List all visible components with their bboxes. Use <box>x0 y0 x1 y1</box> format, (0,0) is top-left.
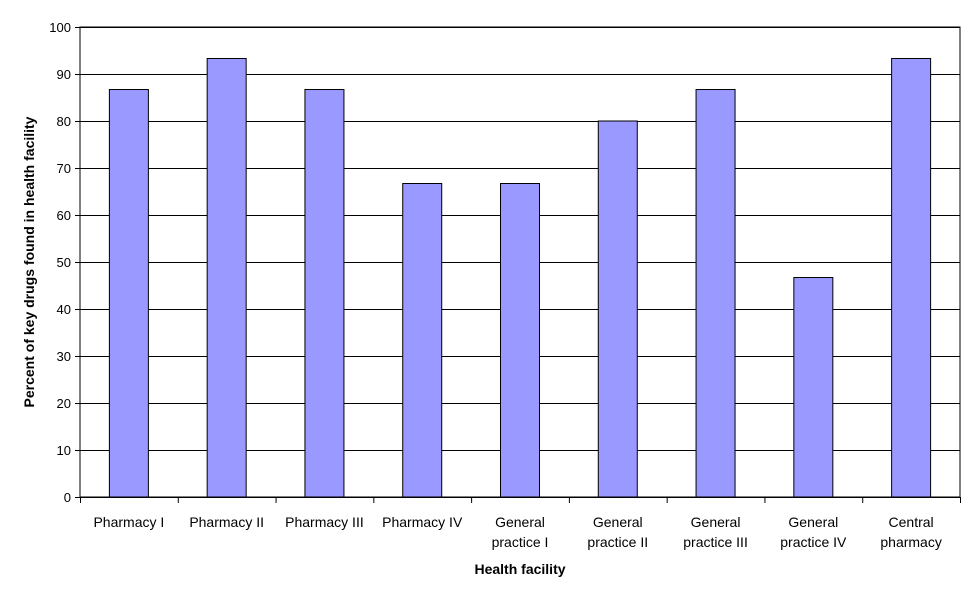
y-tick-label: 100 <box>49 20 71 35</box>
x-category-label: General practice IV <box>780 514 847 550</box>
y-tick-label: 30 <box>57 349 71 364</box>
x-category-label: Central pharmacy <box>880 514 941 550</box>
bar <box>402 183 443 498</box>
y-tick-label: 50 <box>57 255 71 270</box>
bar <box>597 120 638 498</box>
y-tick-label: 20 <box>57 396 71 411</box>
bar <box>500 183 540 498</box>
bar <box>891 57 932 498</box>
x-axis-title: Health facility <box>474 561 565 577</box>
x-category-labels: Pharmacy I Pharmacy II Pharmacy III Pharmac… <box>93 514 941 550</box>
bar <box>304 89 345 498</box>
y-tick-label: 0 <box>64 490 71 505</box>
y-axis-title: Percent of key drugs found in health fac… <box>21 116 37 407</box>
x-category-label: Pharmacy IV <box>382 514 463 530</box>
bar <box>206 57 247 498</box>
bar <box>695 89 736 498</box>
y-tick-label: 10 <box>57 443 71 458</box>
y-tick-label: 90 <box>57 67 71 82</box>
y-tick-label: 40 <box>57 302 71 317</box>
y-tick-label: 60 <box>57 208 71 223</box>
y-tick-labels: 0 10 20 30 40 50 60 70 80 90 100 <box>49 20 71 505</box>
x-category-label: General practice III <box>683 514 748 550</box>
x-category-label: Pharmacy II <box>189 514 264 530</box>
x-category-label: General practice I <box>492 514 549 550</box>
y-tick-label: 80 <box>57 114 71 129</box>
axes <box>75 27 961 503</box>
bar <box>108 89 149 498</box>
y-tick-label: 70 <box>57 161 71 176</box>
x-category-label: General practice II <box>587 514 648 550</box>
bar <box>793 277 834 498</box>
x-category-label: Pharmacy III <box>285 514 364 530</box>
bars <box>108 57 932 498</box>
x-category-label: Pharmacy I <box>93 514 164 530</box>
